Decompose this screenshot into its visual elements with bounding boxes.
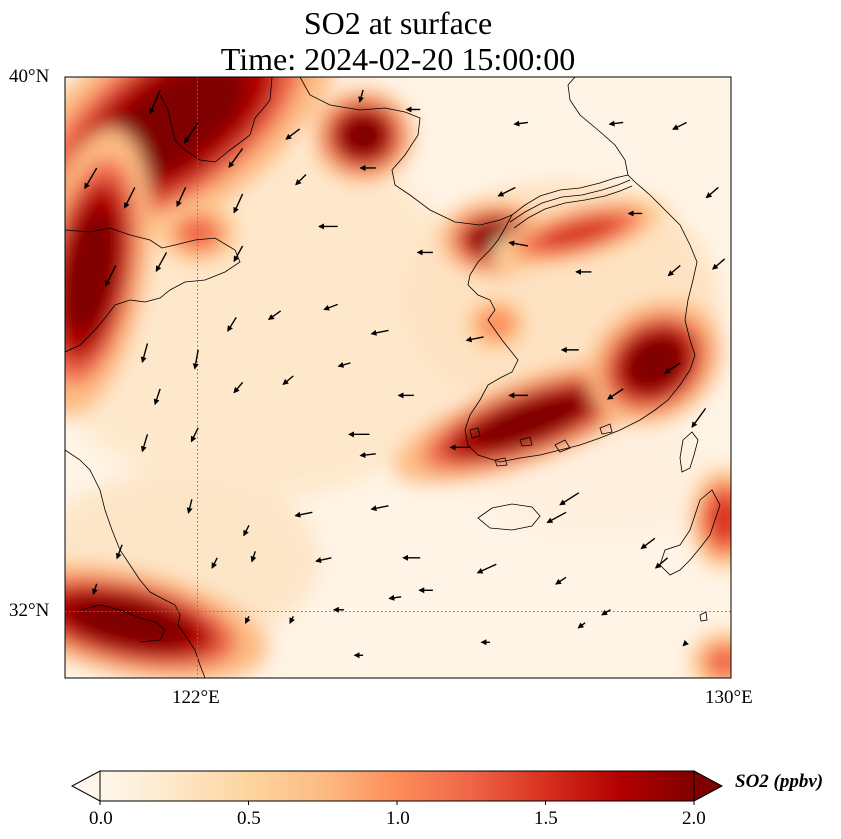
lon-label-122e: 122°E bbox=[172, 687, 220, 708]
colorbar-extend-low bbox=[70, 770, 101, 802]
lat-label-40n: 40°N bbox=[9, 66, 50, 87]
wind-arrow-60 bbox=[315, 557, 332, 564]
so2-hotspot-9 bbox=[65, 563, 268, 678]
so2-hotspot-1 bbox=[312, 88, 414, 183]
wind-arrow-17 bbox=[705, 186, 719, 199]
wind-arrow-47 bbox=[359, 452, 376, 458]
wind-arrow-0 bbox=[149, 89, 161, 115]
wind-arrow-57 bbox=[115, 544, 123, 560]
colorbar-gradient bbox=[100, 771, 694, 801]
wind-arrow-58 bbox=[211, 557, 218, 569]
wind-arrow-50 bbox=[243, 525, 250, 537]
wind-arrow-52 bbox=[370, 505, 389, 512]
wind-arrow-72 bbox=[577, 622, 586, 629]
colorbar-tick-1: 0.5 bbox=[237, 808, 261, 829]
wind-arrow-38 bbox=[282, 375, 294, 386]
wind-arrow-67 bbox=[92, 583, 98, 595]
wind-arrow-2 bbox=[228, 148, 244, 168]
colorbar-label: SO2 (ppbv) bbox=[735, 771, 824, 792]
wind-arrow-64 bbox=[388, 594, 402, 601]
wind-arrow-33 bbox=[465, 336, 484, 343]
lon-label-130e: 130°E bbox=[705, 687, 753, 708]
wind-arrow-29 bbox=[227, 317, 237, 332]
wind-arrow-31 bbox=[323, 303, 338, 311]
wind-arrow-74 bbox=[682, 640, 689, 647]
wind-arrow-11 bbox=[176, 187, 187, 208]
wind-arrow-15 bbox=[497, 186, 516, 197]
wind-arrow-20 bbox=[233, 245, 244, 263]
wind-arrow-23 bbox=[508, 240, 529, 247]
wind-arrow-36 bbox=[153, 388, 161, 406]
wind-arrow-4 bbox=[358, 89, 364, 103]
wind-arrow-65 bbox=[555, 576, 567, 585]
wind-arrow-32 bbox=[370, 329, 389, 336]
colorbar-tick-0: 0.0 bbox=[89, 808, 113, 829]
colorbar-tick-4: 2.0 bbox=[682, 808, 706, 829]
so2-hotspot-8 bbox=[465, 297, 527, 350]
wind-arrow-7 bbox=[608, 120, 624, 127]
wind-arrow-55 bbox=[640, 537, 656, 550]
wind-arrow-30 bbox=[267, 310, 282, 320]
gridlines bbox=[65, 77, 731, 678]
so2-hotspot-11 bbox=[689, 630, 731, 678]
wind-arrow-18 bbox=[104, 265, 117, 287]
wind-arrow-1 bbox=[184, 122, 199, 144]
wind-arrow-68 bbox=[244, 615, 251, 624]
wind-arrow-59 bbox=[250, 551, 257, 563]
map-frame bbox=[64, 76, 732, 679]
wind-arrow-51 bbox=[294, 511, 313, 518]
wind-arrow-19 bbox=[155, 252, 168, 273]
wind-arrow-54 bbox=[546, 511, 567, 524]
colorbar bbox=[70, 770, 724, 805]
wind-arrow-12 bbox=[233, 193, 244, 214]
coastlines bbox=[65, 77, 721, 678]
wind-arrow-53 bbox=[559, 492, 580, 506]
so2-hotspot-10 bbox=[689, 466, 731, 571]
wind-arrow-13 bbox=[295, 173, 307, 186]
wind-arrow-45 bbox=[190, 427, 199, 443]
colorbar-tick-2: 1.0 bbox=[386, 808, 410, 829]
wind-arrow-43 bbox=[691, 407, 707, 428]
wind-arrow-25 bbox=[667, 264, 681, 277]
wind-arrow-49 bbox=[186, 499, 193, 514]
wind-arrow-69 bbox=[289, 615, 295, 624]
lat-label-32n: 32°N bbox=[9, 600, 50, 621]
wind-arrow-44 bbox=[140, 434, 149, 453]
wind-arrow-26 bbox=[711, 258, 726, 270]
so2-hotspot-2 bbox=[65, 128, 151, 416]
so2-hotspot-5 bbox=[490, 198, 668, 268]
wind-arrow-6 bbox=[513, 120, 529, 127]
colorbar-tick-3: 1.5 bbox=[534, 808, 558, 829]
map-subtitle-time: Time: 2024-02-20 15:00:00 bbox=[220, 41, 576, 77]
so2-concentration-field bbox=[65, 77, 731, 678]
wind-arrow-3 bbox=[285, 128, 301, 140]
so2-hotspot-3 bbox=[157, 201, 239, 265]
wind-arrow-66 bbox=[601, 609, 611, 616]
wind-arrow-56 bbox=[654, 557, 669, 569]
wind-arrow-39 bbox=[337, 362, 351, 368]
map-title: SO2 at surface bbox=[303, 5, 493, 41]
wind-arrow-35 bbox=[664, 362, 681, 374]
wind-arrow-10 bbox=[123, 187, 136, 209]
wind-arrow-9 bbox=[84, 167, 98, 190]
wind-arrow-62 bbox=[476, 563, 497, 574]
wind-arrow-27 bbox=[140, 343, 149, 364]
wind-arrow-8 bbox=[672, 121, 687, 130]
wind-arrow-37 bbox=[233, 381, 244, 394]
wind-arrow-28 bbox=[192, 349, 199, 370]
wind-vectors bbox=[84, 89, 726, 659]
colorbar-extend-high bbox=[693, 770, 724, 802]
wind-arrow-42 bbox=[607, 388, 624, 400]
